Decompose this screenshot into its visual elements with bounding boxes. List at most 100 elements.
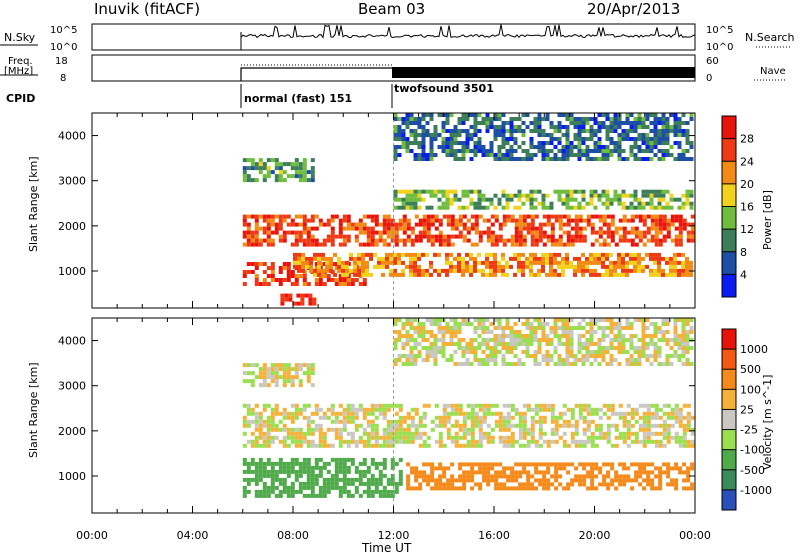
power-cell [308, 297, 313, 302]
power-cell [489, 201, 494, 206]
power-cell [565, 149, 570, 153]
velocity-cell [410, 486, 415, 491]
power-cell [565, 157, 570, 161]
power-cell [413, 197, 418, 202]
velocity-cell [478, 439, 483, 444]
velocity-cell [593, 358, 598, 362]
cpid-mode-1: normal (fast) 151 [244, 92, 352, 105]
velocity-cell [465, 362, 470, 366]
power-cell [673, 157, 678, 161]
power-cell [301, 260, 305, 265]
power-cell [565, 145, 570, 149]
power-cell [609, 252, 613, 257]
velocity-cell [601, 338, 606, 342]
velocity-cell [286, 473, 291, 478]
velocity-cell [302, 461, 307, 466]
velocity-cell [409, 322, 414, 326]
power-cell [469, 256, 473, 261]
power-cell [493, 268, 497, 273]
velocity-cell [294, 435, 299, 440]
velocity-cell [654, 474, 659, 479]
velocity-cell [574, 423, 579, 428]
power-cell [474, 226, 479, 231]
power-cell [430, 242, 435, 247]
power-cell [397, 125, 402, 129]
power-cell [280, 297, 285, 302]
velocity-cell [490, 403, 495, 408]
velocity-colorbar-swatch [722, 409, 736, 430]
velocity-cell [390, 419, 395, 424]
power-cell [630, 242, 635, 247]
velocity-cell [489, 330, 494, 334]
power-cell [441, 149, 446, 153]
velocity-cell [561, 318, 566, 322]
power-cell [469, 252, 473, 257]
velocity-cell [589, 354, 594, 358]
velocity-cell [258, 383, 263, 388]
velocity-cell [505, 362, 510, 366]
velocity-cell [657, 362, 662, 366]
velocity-cell [414, 474, 419, 479]
power-cell [397, 117, 402, 121]
velocity-cell [414, 486, 419, 491]
power-cell [690, 234, 695, 239]
velocity-cell [498, 470, 503, 475]
power-cell [569, 260, 573, 265]
power-cell [569, 113, 574, 117]
power-cell [405, 197, 410, 202]
velocity-cell [685, 350, 690, 354]
power-cell [354, 226, 359, 231]
velocity-cell [641, 318, 646, 322]
power-cell [573, 205, 578, 210]
power-cell [338, 230, 343, 235]
velocity-cell [346, 481, 351, 486]
velocity-cell [401, 334, 406, 338]
velocity-cell [537, 338, 542, 342]
velocity-cell [641, 354, 646, 358]
velocity-cell [546, 462, 551, 467]
power-cell [513, 252, 517, 257]
power-cell [314, 262, 319, 266]
power-cell [566, 238, 571, 243]
velocity-cell [334, 465, 339, 470]
velocity-cell [442, 443, 447, 448]
power-cell [577, 264, 581, 269]
power-cell [521, 252, 525, 257]
velocity-cell [662, 419, 667, 424]
power-cell [246, 234, 251, 239]
velocity-cell [509, 350, 514, 354]
velocity-cell [318, 485, 323, 490]
velocity-cell [666, 427, 671, 432]
power-cell [505, 205, 510, 210]
power-cell [650, 222, 655, 227]
velocity-cell [485, 358, 490, 362]
velocity-cell [382, 407, 387, 412]
power-cell [329, 264, 333, 269]
power-cell [485, 260, 489, 265]
velocity-cell [445, 322, 450, 326]
velocity-cell [478, 403, 483, 408]
power-cell [502, 214, 507, 219]
velocity-cell [486, 403, 491, 408]
velocity-cell [414, 427, 419, 432]
velocity-cell [521, 338, 526, 342]
velocity-cell [278, 477, 283, 482]
velocity-cell [602, 478, 607, 483]
power-cell [521, 141, 526, 145]
power-cell [401, 137, 406, 141]
power-cell [306, 282, 311, 286]
velocity-cell [686, 423, 691, 428]
power-cell [674, 226, 679, 231]
power-cell [302, 166, 307, 171]
velocity-cell [442, 411, 447, 416]
velocity-cell [665, 342, 670, 346]
velocity-cell [482, 474, 487, 479]
power-cell [310, 214, 315, 219]
power-cell [413, 260, 417, 265]
velocity-cell [405, 330, 410, 334]
velocity-cell [242, 477, 247, 482]
power-cell [490, 230, 495, 235]
power-cell [633, 189, 638, 194]
velocity-cell [453, 362, 458, 366]
velocity-cell [425, 318, 430, 322]
